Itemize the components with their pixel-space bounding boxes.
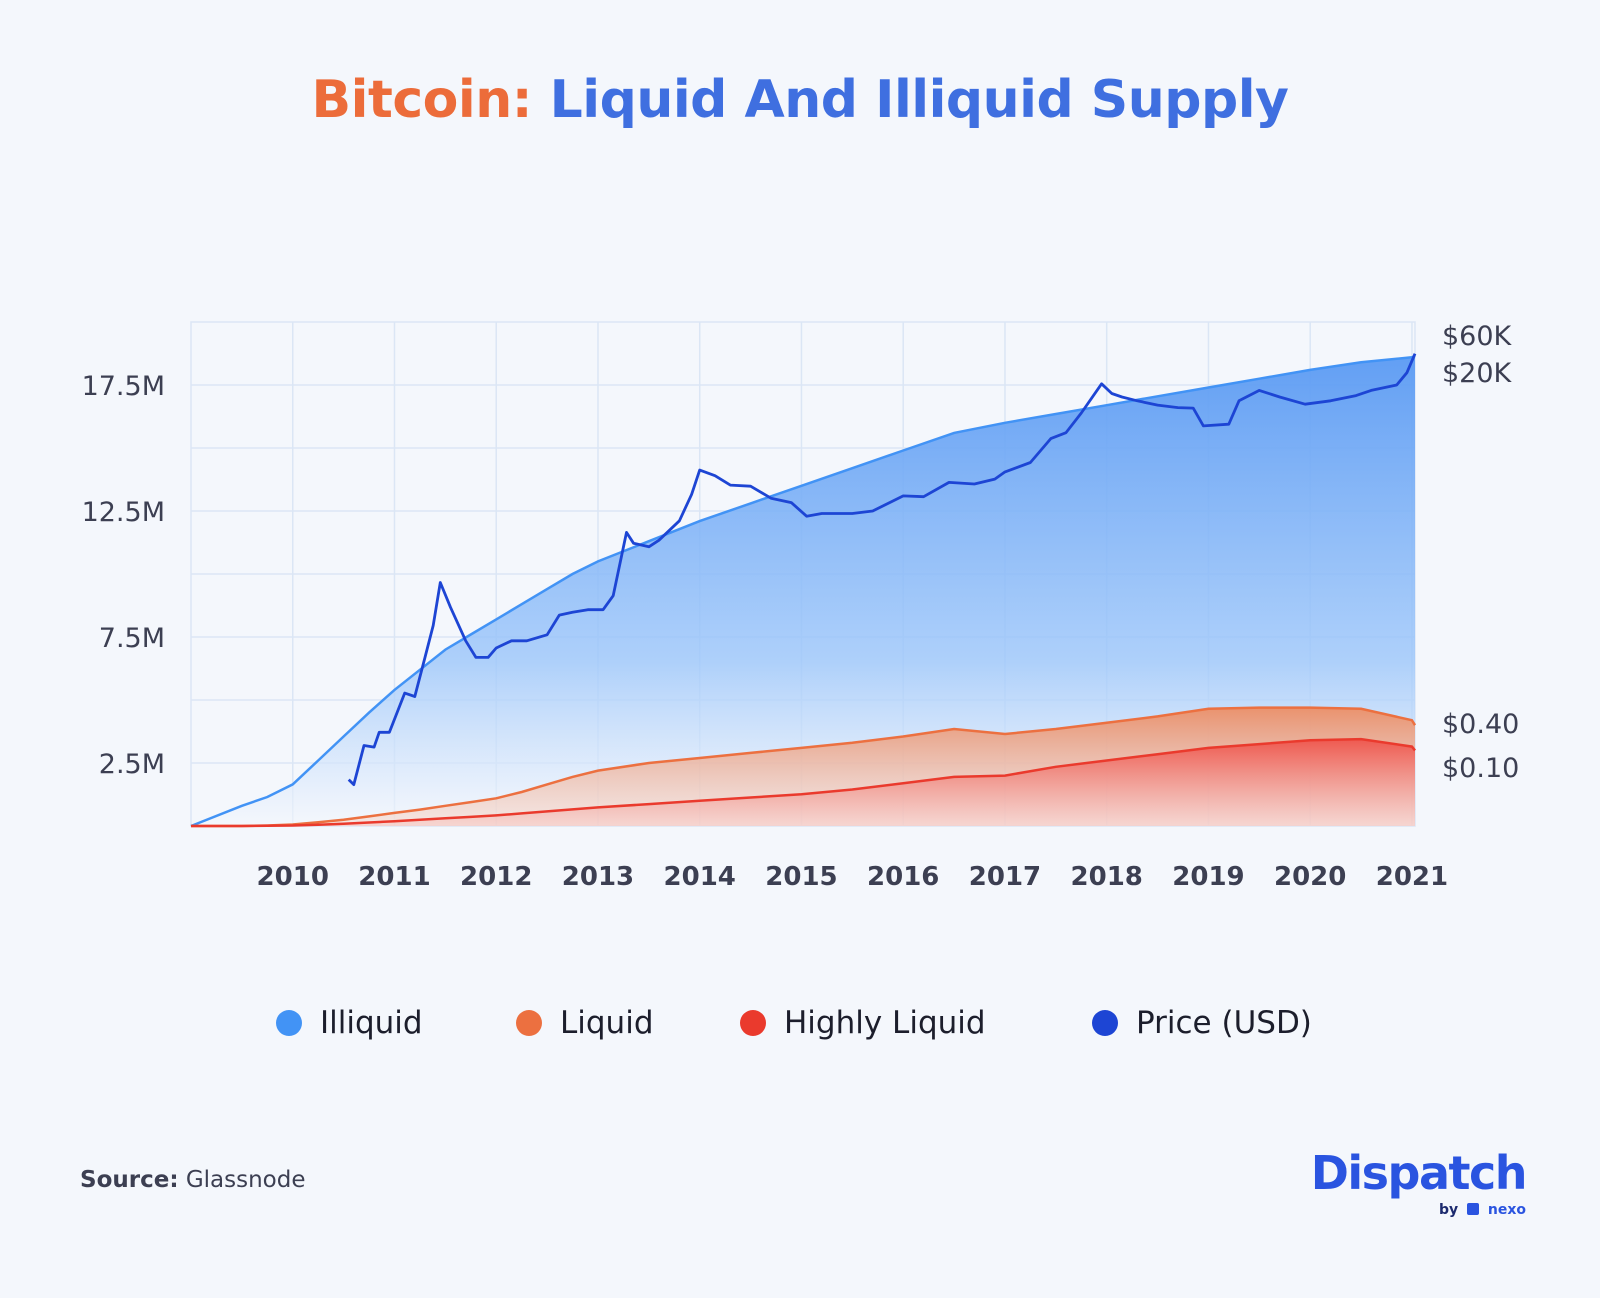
logo-partner: nexo — [1487, 1202, 1526, 1218]
x-tick-label: 2011 — [358, 862, 430, 892]
y-left-tick-label: 2.5M — [99, 749, 165, 780]
y-axis-right: $60K $20K $0.40 $0.10 — [1442, 321, 1519, 784]
x-tick-label: 2012 — [460, 862, 532, 892]
chart-title-rest: Liquid And Illiquid Supply — [532, 70, 1289, 130]
y-left-tick-label: 7.5M — [99, 623, 165, 654]
series-lines — [190, 353, 1417, 828]
x-tick-label: 2021 — [1376, 862, 1448, 892]
chart-title-bitcoin: Bitcoin: — [311, 70, 533, 130]
dispatch-logo: Dispatch by nexo — [1296, 1146, 1528, 1220]
x-tick-label: 2018 — [1071, 862, 1143, 892]
x-axis: 2010 2011 2012 2013 2014 2015 2016 2017 2018 2019… — [257, 862, 1449, 892]
y-right-tick-label: $60K — [1442, 321, 1513, 352]
x-tick-label: 2015 — [765, 862, 837, 892]
legend-item-liquid: Liquid — [516, 1005, 654, 1041]
x-tick-label: 2020 — [1274, 862, 1346, 892]
line-liquid — [191, 706, 1417, 828]
area-illiquid — [191, 356, 1415, 826]
x-tick-label: 2017 — [969, 862, 1041, 892]
legend-dot-price — [1092, 1010, 1118, 1036]
chart-title: Bitcoin: Liquid And Illiquid Supply — [0, 70, 1600, 130]
line-price-usd — [347, 353, 1417, 786]
source-label: Source: — [80, 1167, 179, 1193]
nexo-icon — [1467, 1203, 1479, 1215]
y-right-tick-label: $0.40 — [1442, 709, 1519, 740]
legend: Illiquid Liquid Highly Liquid Price (USD… — [0, 1005, 1600, 1055]
legend-label: Liquid — [560, 1005, 654, 1041]
logo-wordmark: Dispatch — [1310, 1146, 1528, 1200]
legend-item-highly-liquid: Highly Liquid — [740, 1005, 986, 1041]
y-left-tick-label: 17.5M — [82, 371, 165, 402]
y-axis-left: 2.5M 7.5M 12.5M 17.5M — [82, 371, 165, 780]
legend-item-price: Price (USD) — [1092, 1005, 1312, 1041]
legend-dot-liquid — [516, 1010, 542, 1036]
y-right-tick-label: $20K — [1442, 358, 1513, 389]
y-right-tick-label: $0.10 — [1442, 753, 1519, 784]
legend-label: Highly Liquid — [784, 1005, 986, 1041]
logo-byline: by nexo — [1439, 1202, 1526, 1218]
x-tick-label: 2019 — [1172, 862, 1244, 892]
series-areas — [191, 356, 1415, 826]
y-left-tick-label: 12.5M — [82, 497, 165, 528]
legend-label: Illiquid — [320, 1005, 423, 1041]
source-note: Source: Glassnode — [80, 1167, 306, 1193]
line-illiquid — [190, 354, 1416, 828]
line-highly-liquid — [191, 737, 1416, 828]
chart-area: 2.5M 7.5M 12.5M 17.5M $60K $20K $0.40 $0.10 20… — [82, 321, 1520, 892]
x-tick-label: 2014 — [664, 862, 736, 892]
x-tick-label: 2016 — [867, 862, 939, 892]
x-tick-label: 2010 — [257, 862, 329, 892]
logo-by-text: by — [1438, 1202, 1459, 1218]
legend-label: Price (USD) — [1136, 1005, 1312, 1041]
x-tick-label: 2013 — [562, 862, 634, 892]
legend-item-illiquid: Illiquid — [276, 1005, 423, 1041]
legend-dot-highly-liquid — [740, 1010, 766, 1036]
source-value: Glassnode — [178, 1167, 306, 1193]
legend-dot-illiquid — [276, 1010, 302, 1036]
